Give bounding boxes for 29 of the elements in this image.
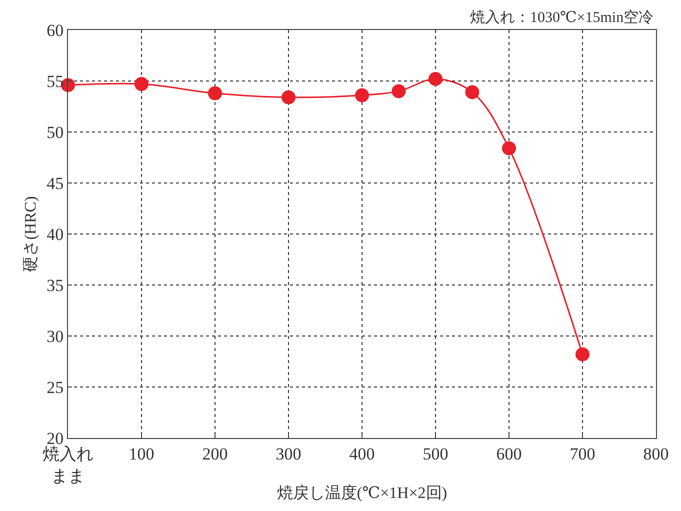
x-tick-label: 焼入れまま [42, 444, 94, 486]
point [134, 77, 148, 92]
point [465, 85, 480, 100]
y-tick-label: 40 [46, 224, 64, 244]
x-tick-label: 300 [276, 444, 302, 464]
x-tick-label: 400 [349, 444, 375, 464]
point [502, 141, 516, 156]
y-tick-label: 35 [46, 276, 64, 295]
x-tick-label: 200 [202, 444, 228, 464]
x-tick-label: 100 [128, 444, 154, 464]
point [576, 347, 590, 362]
y-tick-label: 45 [46, 174, 64, 193]
x-tick-label: 600 [496, 444, 522, 464]
text: 焼入れ：1030℃×15min空冷 [470, 9, 654, 26]
point [428, 72, 442, 86]
x-tick-label: 800 [643, 444, 669, 464]
y-tick-label: 60 [46, 20, 64, 40]
point [355, 88, 369, 102]
y-tick-label: 55 [46, 72, 64, 91]
point [392, 84, 406, 98]
point [208, 86, 222, 100]
y-tick-label: 30 [46, 326, 64, 346]
x-tick-label: 500 [422, 444, 448, 464]
point [282, 90, 296, 104]
x-axis-title: 焼戻し温度(℃×1H×2回) [276, 484, 448, 502]
y-tick-label: 25 [46, 378, 64, 397]
x-tick-label: 700 [570, 444, 596, 464]
y-tick-label: 50 [46, 122, 64, 142]
y-axis-title: 硬さ(HRC) [22, 196, 40, 272]
